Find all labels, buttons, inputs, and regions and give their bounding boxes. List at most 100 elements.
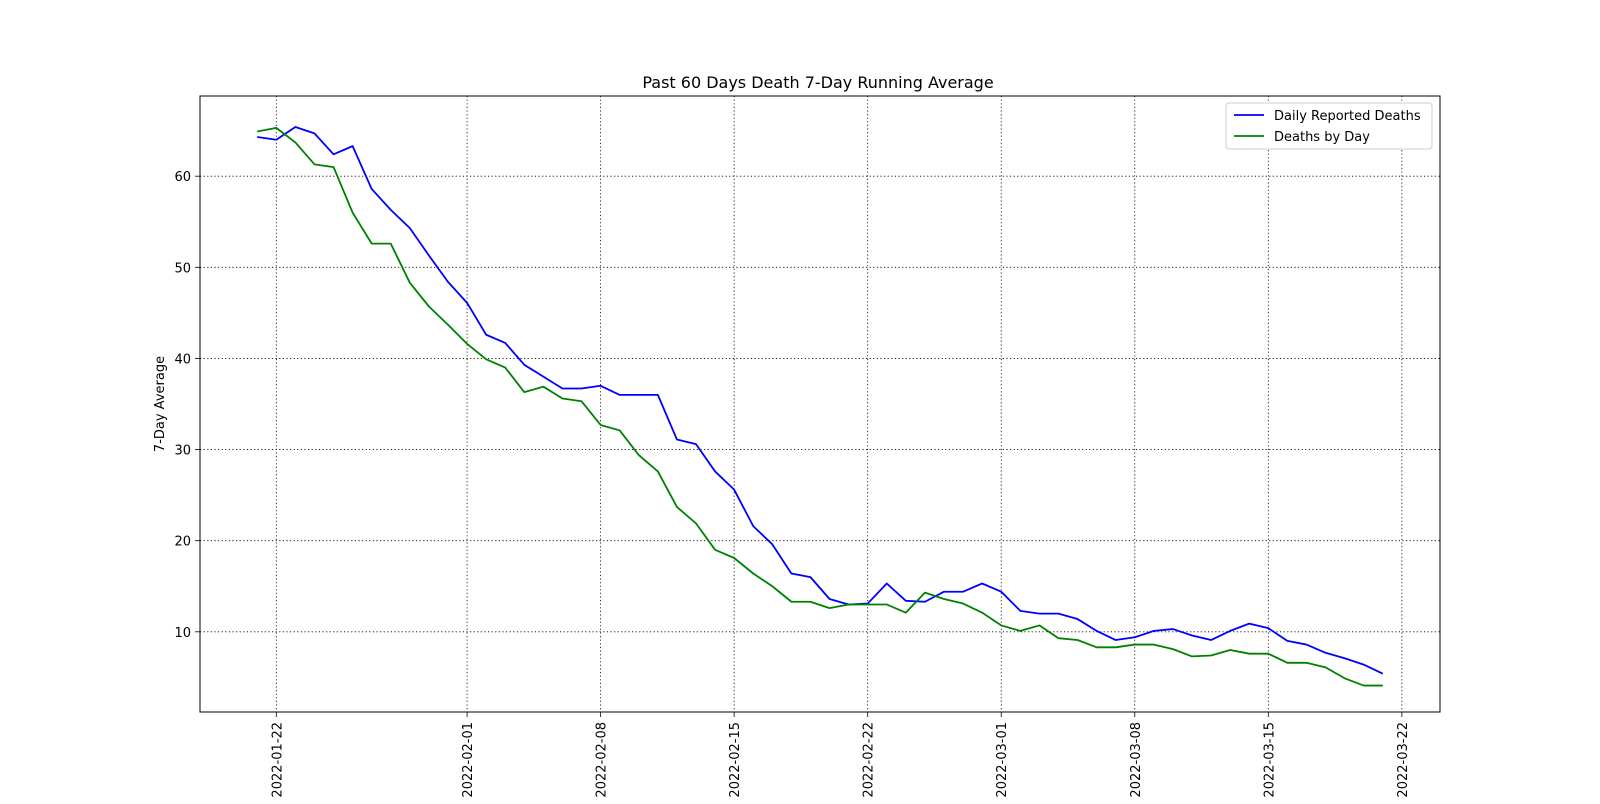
- series-2-point: [962, 602, 964, 604]
- series-2-point: [866, 603, 868, 605]
- series-1-point: [676, 438, 678, 440]
- series-2-point: [1191, 655, 1193, 657]
- series-1-point: [561, 387, 563, 389]
- y-tick-label: 60: [174, 170, 191, 185]
- series-1-point: [714, 470, 716, 472]
- series-2-point: [275, 127, 277, 129]
- series-2-point: [1153, 643, 1155, 645]
- series-2-point: [1267, 652, 1269, 654]
- series-1-point: [275, 139, 277, 141]
- series-2-point: [561, 397, 563, 399]
- series-1-point: [256, 136, 258, 138]
- series-1-point: [638, 394, 640, 396]
- series-1-point: [313, 132, 315, 134]
- series-2-point: [752, 572, 754, 574]
- series-line-2: [257, 126, 1383, 687]
- x-tick-label: 2022-03-22: [1396, 722, 1411, 798]
- x-axis: 2022-01-22 2022-02-01 2022-02-08 2022-02-15…: [270, 712, 1411, 798]
- series-2-point: [1172, 648, 1174, 650]
- y-tick-label: 50: [174, 261, 191, 276]
- series-1-point: [924, 601, 926, 603]
- series-2-point: [1305, 662, 1307, 664]
- series-2-point: [485, 358, 487, 360]
- legend-box: [1225, 102, 1433, 150]
- series-2-point: [466, 343, 468, 345]
- series-1-point: [1000, 591, 1002, 593]
- series-2-point: [409, 282, 411, 284]
- series-1-point: [1095, 630, 1097, 632]
- y-tick-label: 40: [174, 352, 191, 367]
- x-tick-label: 2022-03-01: [995, 722, 1010, 798]
- series-2-point: [1000, 624, 1002, 626]
- y-tick-label: 20: [174, 535, 191, 550]
- series-1-point: [523, 364, 525, 366]
- series-1-point: [1134, 636, 1136, 638]
- series-2-point: [1324, 666, 1326, 668]
- series-1-point: [351, 145, 353, 147]
- series-2-point: [1382, 684, 1384, 686]
- y-tick-label: 10: [174, 626, 191, 641]
- series-1-point: [294, 126, 296, 128]
- series-line-1: [257, 126, 1384, 675]
- series-2-point: [638, 454, 640, 456]
- series-2-point: [676, 506, 678, 508]
- series-1-point: [771, 543, 773, 545]
- series-1-point: [428, 254, 430, 256]
- series-1-point: [409, 227, 411, 229]
- legend-label: Daily Reported Deaths: [1274, 109, 1421, 124]
- series-2-point: [886, 603, 888, 605]
- x-tick-label: 2022-02-22: [862, 722, 877, 798]
- series-1-point: [943, 591, 945, 593]
- series-layer: [256, 126, 1384, 687]
- series-1-point: [1229, 630, 1231, 632]
- series-1-point: [809, 576, 811, 578]
- series-1-point: [695, 443, 697, 445]
- series-2-point: [1362, 684, 1364, 686]
- series-2-point: [1286, 662, 1288, 664]
- series-1-point: [466, 302, 468, 304]
- series-1-point: [580, 387, 582, 389]
- series-2-point: [924, 591, 926, 593]
- series-2-point: [523, 391, 525, 393]
- series-2-point: [618, 429, 620, 431]
- series-2-point: [447, 324, 449, 326]
- series-1-point: [886, 582, 888, 584]
- series-2-point: [771, 585, 773, 587]
- series-1-point: [1172, 628, 1174, 630]
- series-2-point: [809, 601, 811, 603]
- series-1-point: [905, 600, 907, 602]
- series-1-point: [1267, 627, 1269, 629]
- series-1-point: [1248, 622, 1250, 624]
- series-1-point: [1382, 673, 1384, 675]
- series-2-point: [1343, 677, 1345, 679]
- series-1-point: [1210, 639, 1212, 641]
- series-2-point: [1057, 637, 1059, 639]
- series-1-point: [1076, 618, 1078, 620]
- series-2-point: [733, 557, 735, 559]
- series-1-point: [390, 209, 392, 211]
- series-2-point: [981, 611, 983, 613]
- series-2-point: [790, 601, 792, 603]
- series-1-point: [485, 334, 487, 336]
- series-2-point: [390, 242, 392, 244]
- legend: Daily Reported Deaths Deaths by Day: [1225, 102, 1433, 150]
- series-2-point: [370, 242, 372, 244]
- series-1-point: [332, 153, 334, 155]
- series-2-point: [695, 522, 697, 524]
- plot-frame: [199, 95, 1441, 713]
- series-2-point: [714, 549, 716, 551]
- series-2-point: [828, 607, 830, 609]
- series-1-point: [1114, 639, 1116, 641]
- series-2-point: [428, 305, 430, 307]
- series-2-point: [657, 470, 659, 472]
- series-2-point: [1038, 624, 1040, 626]
- series-1-point: [618, 394, 620, 396]
- series-2-point: [1114, 646, 1116, 648]
- series-1-point: [447, 281, 449, 283]
- series-2-point: [1134, 643, 1136, 645]
- series-1-point: [981, 582, 983, 584]
- series-1-point: [828, 598, 830, 600]
- series-1-point: [504, 342, 506, 344]
